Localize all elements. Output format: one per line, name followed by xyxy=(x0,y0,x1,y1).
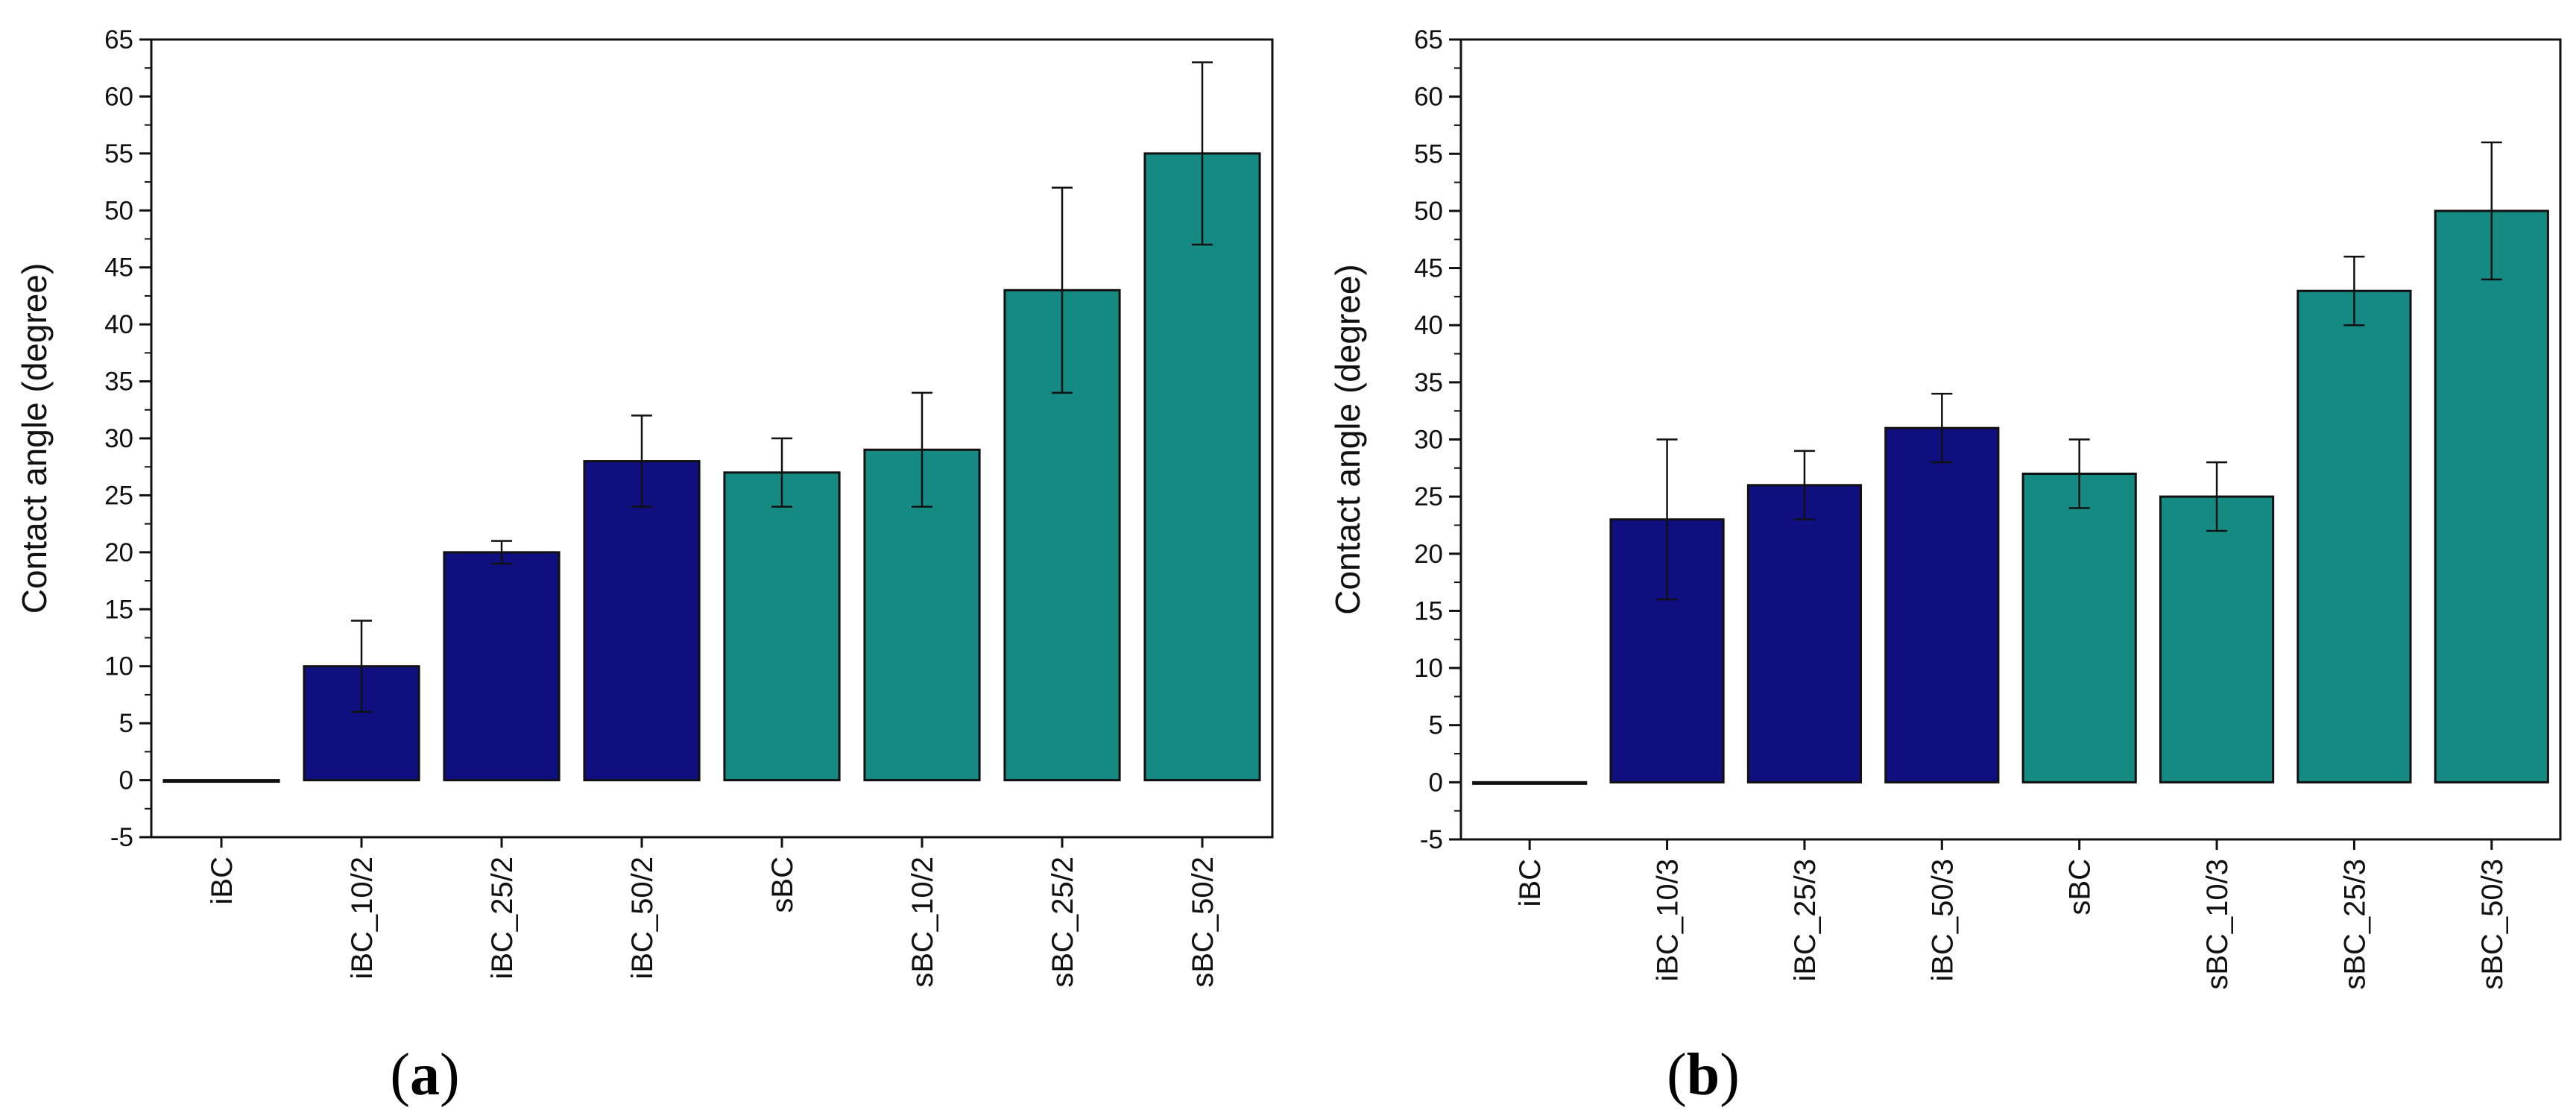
panel-caption-b-letter: b xyxy=(1687,1042,1720,1108)
bar-iBC_25/3 xyxy=(1746,484,1863,783)
panel-caption-b: (b) xyxy=(1667,1042,1740,1108)
category-label: sBC xyxy=(2064,859,2097,915)
y-tick-label: 25 xyxy=(104,481,133,510)
chart-panel-b: -5 0 5 10 15 20 25 30 35 40 45 50 55 60 65 iBC iBC_10/3 i… xyxy=(1328,25,2562,990)
y-tick-label: 10 xyxy=(104,652,133,681)
y-tick-label: 0 xyxy=(119,766,133,795)
bar-sBC_25/3 xyxy=(2296,289,2412,783)
y-tick-label: 55 xyxy=(1414,139,1443,168)
category-label: sBC_50/2 xyxy=(1187,857,1219,988)
bar-iBC xyxy=(1472,781,1588,785)
bar-iBC_50/2 xyxy=(583,460,701,782)
category-label: sBC_50/3 xyxy=(2476,859,2509,990)
category-label: iBC xyxy=(1514,859,1547,907)
y-tick-label: 45 xyxy=(1414,254,1443,283)
category-label: sBC xyxy=(766,857,799,913)
y-tick-label: 35 xyxy=(104,368,133,397)
plot-frame xyxy=(1459,38,2562,841)
category-label: iBC_50/3 xyxy=(1926,859,1959,982)
bar-sBC xyxy=(2021,472,2137,783)
bar-sBC xyxy=(723,471,841,782)
y-tick-label: 0 xyxy=(1429,768,1443,797)
y-tick-label: 15 xyxy=(104,595,133,624)
plot-frame xyxy=(150,38,1274,839)
y-tick-label: 25 xyxy=(1414,482,1443,511)
y-tick-label: 45 xyxy=(104,253,133,283)
y-tick-label: 40 xyxy=(1414,311,1443,340)
category-label: sBC_10/2 xyxy=(906,857,939,988)
panel-caption-a: (a) xyxy=(390,1042,459,1108)
category-label: sBC_25/3 xyxy=(2338,859,2371,990)
category-label: iBC_25/2 xyxy=(486,857,519,980)
bar-sBC_50/2 xyxy=(1143,152,1261,782)
y-axis-title: Contact angle (degree) xyxy=(15,263,54,614)
bar-sBC_50/3 xyxy=(2434,209,2549,783)
y-tick-label: 65 xyxy=(1414,25,1443,54)
chart-panel-a: -5 0 5 10 15 20 25 30 35 40 45 50 55 60 65 iBC iBC_10/2 i… xyxy=(15,25,1274,988)
y-tick-label: -5 xyxy=(110,823,133,852)
y-tick-label: 15 xyxy=(1414,596,1443,625)
category-label: iBC xyxy=(206,857,239,904)
y-tick-label: 20 xyxy=(1414,540,1443,569)
y-tick-label: 60 xyxy=(1414,83,1443,112)
bar-iBC xyxy=(162,779,280,783)
category-label: iBC_50/2 xyxy=(626,857,659,980)
category-label: iBC_25/3 xyxy=(1789,859,1822,982)
y-tick-label: 55 xyxy=(104,139,133,168)
y-tick-label: 10 xyxy=(1414,654,1443,683)
y-tick-label: 40 xyxy=(104,310,133,339)
bar-iBC_25/2 xyxy=(443,551,561,782)
category-label: sBC_25/2 xyxy=(1046,857,1079,988)
y-tick-label: -5 xyxy=(1420,825,1443,854)
bar-sBC_10/3 xyxy=(2159,495,2275,783)
bar-iBC_50/3 xyxy=(1884,426,2000,783)
category-label: iBC_10/2 xyxy=(346,857,379,980)
y-tick-label: 60 xyxy=(104,82,133,111)
y-tick-label: 35 xyxy=(1414,368,1443,397)
y-tick-label: 5 xyxy=(119,709,133,738)
panel-caption-a-letter: a xyxy=(410,1042,440,1108)
category-label: iBC_10/3 xyxy=(1652,859,1685,982)
y-tick-label: 65 xyxy=(104,25,133,54)
y-tick-label: 50 xyxy=(1414,197,1443,226)
y-tick-label: 30 xyxy=(104,424,133,453)
category-label: sBC_10/3 xyxy=(2201,859,2234,990)
y-tick-label: 30 xyxy=(1414,426,1443,455)
y-axis-title: Contact angle (degree) xyxy=(1328,264,1367,615)
y-tick-label: 20 xyxy=(104,538,133,567)
y-tick-label: 5 xyxy=(1429,711,1443,740)
y-tick-label: 50 xyxy=(104,196,133,225)
